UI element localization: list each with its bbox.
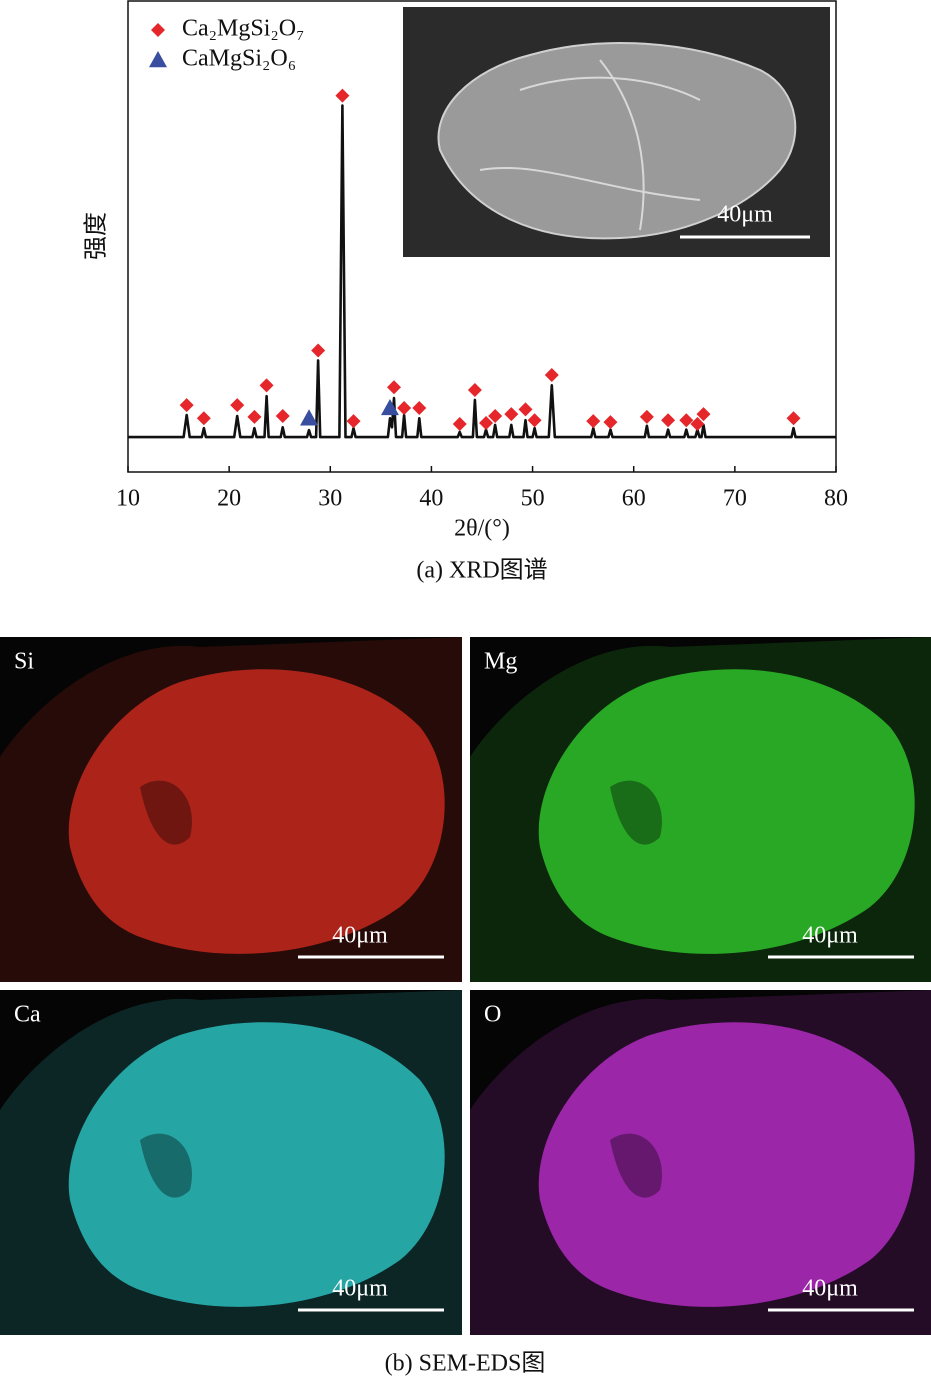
caption: (a) XRD图谱 xyxy=(416,557,547,584)
peak-marker xyxy=(696,407,711,422)
x-tick-label: 30 xyxy=(318,486,342,512)
peak-marker xyxy=(661,413,676,428)
peak-marker xyxy=(488,408,503,423)
eds-element-label: Mg xyxy=(484,649,517,675)
eds-panel: Mg 40μm xyxy=(470,637,931,982)
peak-marker xyxy=(275,408,290,423)
eds-scale-label: 40μm xyxy=(802,1276,858,1302)
eds-particle xyxy=(538,669,915,954)
peak-marker xyxy=(452,416,467,431)
peak-marker xyxy=(479,416,494,431)
peak-marker xyxy=(380,398,399,416)
peak-marker xyxy=(786,411,801,426)
inset-scale-label: 40μm xyxy=(717,202,773,228)
legend-marker xyxy=(151,23,165,37)
peak-marker xyxy=(346,414,361,429)
inset-particle xyxy=(437,42,797,240)
eds-scale-label: 40μm xyxy=(802,923,858,949)
eds-panel: Ca 40μm xyxy=(0,990,462,1335)
eds-particle xyxy=(68,1022,445,1307)
inset-ridges xyxy=(479,59,701,231)
peak-marker xyxy=(679,413,694,428)
x-tick-label: 10 xyxy=(116,486,140,512)
eds-element-label: Ca xyxy=(14,1002,41,1028)
eds-element-label: O xyxy=(484,1002,501,1028)
caption: (b) SEM-EDS图 xyxy=(385,1351,546,1377)
eds-scale-label: 40μm xyxy=(332,1276,388,1302)
peak-marker xyxy=(639,409,654,424)
eds-shadow xyxy=(610,1133,662,1198)
x-axis-label: 2θ/(°) xyxy=(454,516,510,542)
eds-particle xyxy=(538,1022,915,1307)
x-tick-label: 80 xyxy=(824,486,848,512)
peak-marker xyxy=(300,409,319,426)
peak-marker xyxy=(230,398,245,413)
peak-marker xyxy=(179,398,194,413)
peak-marker xyxy=(518,402,533,417)
peak-marker xyxy=(196,411,211,426)
x-tick-label: 70 xyxy=(723,486,747,512)
legend-label: Ca₂MgSi₂O₇ xyxy=(182,16,304,42)
plot-frame xyxy=(127,0,837,473)
eds-scale-label: 40μm xyxy=(332,923,388,949)
peak-marker xyxy=(259,378,274,393)
eds-element-label: Si xyxy=(14,649,34,675)
peak-marker xyxy=(247,409,262,424)
eds-panel: O 40μm xyxy=(470,990,931,1335)
peak-marker xyxy=(603,415,618,430)
peak-marker xyxy=(412,400,427,415)
xrd-pattern xyxy=(128,104,836,439)
peak-marker xyxy=(387,380,402,395)
peak-marker xyxy=(527,413,542,428)
x-tick-label: 40 xyxy=(419,486,443,512)
eds-shadow xyxy=(140,780,192,845)
x-tick-label: 60 xyxy=(622,486,646,512)
x-tick-label: 50 xyxy=(521,486,545,512)
eds-particle xyxy=(68,669,445,954)
peak-marker xyxy=(690,416,705,431)
peak-marker xyxy=(504,407,519,422)
eds-shadow xyxy=(610,780,662,845)
peak-marker xyxy=(544,367,559,382)
legend-marker xyxy=(149,51,167,68)
y-axis-label: 强度 xyxy=(83,212,110,260)
peak-marker xyxy=(586,414,601,429)
eds-shadow xyxy=(140,1133,192,1198)
peak-marker xyxy=(467,383,482,398)
legend-label: CaMgSi₂O₆ xyxy=(182,46,296,72)
peak-marker xyxy=(335,88,350,103)
peak-marker xyxy=(397,400,412,415)
x-tick-label: 20 xyxy=(217,486,241,512)
sem-inset: 40μm xyxy=(403,7,830,257)
peak-marker xyxy=(311,343,326,358)
eds-panel: Si 40μm xyxy=(0,637,462,982)
